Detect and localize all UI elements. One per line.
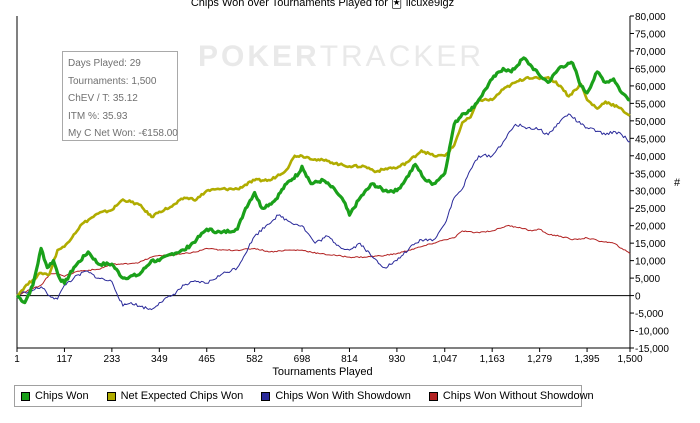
stat-days-played: Days Played: 29 [68, 58, 141, 69]
y-tick-label: 20,000 [635, 222, 666, 233]
y-tick-label: 0 [635, 292, 641, 303]
legend-item-without-showdown[interactable]: Chips Won Without Showdown [428, 390, 594, 402]
x-tick-label: 1,500 [617, 354, 642, 365]
legend-item-chips-won[interactable]: Chips Won [21, 390, 89, 402]
x-tick-label: 1,395 [575, 354, 600, 365]
legend-label-with-showdown: Chips Won With Showdown [275, 390, 411, 402]
legend-label-without-showdown: Chips Won Without Showdown [442, 390, 594, 402]
x-tick-label: 1 [14, 354, 20, 365]
y-tick-label: 50,000 [635, 117, 666, 128]
x-tick-label: 349 [151, 354, 168, 365]
y-tick-label: 70,000 [635, 47, 666, 58]
chart-title: Chips Won over Tournaments Played for 🃏ˈ… [190, 0, 455, 9]
legend-swatch-net-expected [106, 391, 116, 401]
legend-item-net-expected[interactable]: Net Expected Chips Won [106, 390, 244, 402]
y-tick-label: -15,000 [635, 344, 669, 355]
y-tick-label: 75,000 [635, 29, 666, 40]
x-tick-label: 1,163 [480, 354, 505, 365]
x-tick-label: 930 [389, 354, 406, 365]
stat-tournaments: Tournaments: 1,500 [68, 75, 157, 87]
legend-swatch-without-showdown [428, 391, 438, 401]
y-tick-label: 60,000 [635, 82, 666, 93]
y-tick-label: 25,000 [635, 204, 666, 215]
y-tick-label: 15,000 [635, 239, 666, 250]
x-tick-label: 582 [246, 354, 263, 365]
y-tick-label: -5,000 [635, 309, 664, 320]
y-tick-label: 55,000 [635, 99, 666, 110]
series-line-chips-won [15, 56, 631, 305]
y-tick-label: 10,000 [635, 257, 666, 268]
series-line-chips-won-with-showdown [16, 113, 630, 311]
chart-legend: Chips Won Net Expected Chips Won Chips W… [14, 385, 594, 407]
legend-label-net-expected: Net Expected Chips Won [120, 390, 244, 402]
legend-swatch-with-showdown [261, 391, 271, 401]
y-tick-label: 45,000 [635, 134, 666, 145]
y-tick-label: 80,000 [635, 12, 666, 23]
series-line-net-expected-chips-won [16, 75, 631, 297]
y-tick-label: 30,000 [635, 187, 666, 198]
y-tick-label: 5,000 [635, 274, 660, 285]
series-line-chips-won-without-showdown [16, 224, 631, 297]
legend-label-chips-won: Chips Won [35, 390, 89, 402]
stat-chev-per-tournament: ChEV / T: 35.12 [68, 93, 138, 104]
y-tick-label: 35,000 [635, 169, 666, 180]
y-tick-label: -10,000 [635, 327, 669, 338]
x-tick-label: 117 [56, 354, 72, 365]
y-tick-label: 65,000 [635, 64, 666, 75]
x-tick-label: 233 [104, 354, 121, 365]
y-tick-label: 40,000 [635, 152, 666, 163]
stat-net-won: My C Net Won: -€158.00 [68, 128, 178, 139]
x-tick-label: 465 [198, 354, 215, 365]
x-axis-label: Tournaments Played [272, 366, 373, 378]
x-tick-label: 1,279 [527, 354, 552, 365]
x-tick-label: 814 [341, 354, 358, 365]
x-tick-label: 1,047 [432, 354, 457, 365]
stat-itm-percent: ITM %: 35.93 [68, 110, 128, 122]
x-tick-label: 698 [294, 354, 311, 365]
pokertracker-watermark: POKERTRACKER [198, 40, 485, 73]
y-axis-label: # [674, 177, 681, 189]
legend-swatch-chips-won [21, 391, 30, 401]
stats-box: Days Played: 29 Tournaments: 1,500 ChEV … [62, 51, 178, 141]
legend-item-with-showdown[interactable]: Chips Won With Showdown [261, 390, 411, 402]
